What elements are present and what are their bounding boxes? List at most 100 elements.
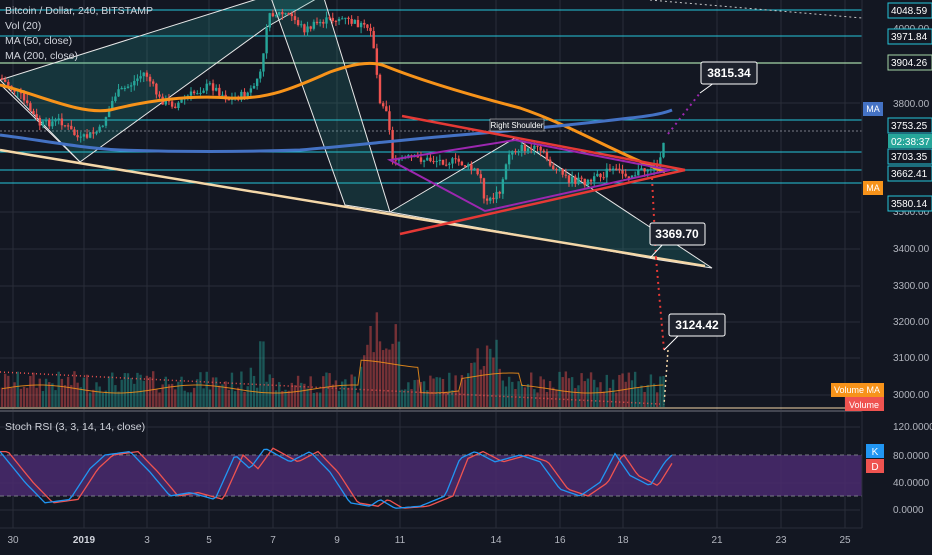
candle-body [618, 168, 621, 171]
triangle-patterns [0, 0, 713, 269]
candle-body [589, 179, 593, 182]
volume-bar [41, 391, 45, 407]
candle-body [89, 132, 92, 138]
volume-bar [35, 387, 38, 407]
candle-body [583, 178, 586, 186]
rsi-tick-0: 0.0000 [893, 505, 924, 516]
indicator-ma200[interactable]: MA (200, close) [5, 50, 78, 62]
time-tick-14: 14 [490, 535, 502, 546]
volume-bar [29, 375, 32, 407]
volume-bar [397, 341, 401, 407]
volume-bar [652, 383, 656, 407]
candle-body [309, 26, 312, 29]
indicator-ma50[interactable]: MA (50, close) [5, 35, 73, 47]
volume-bar [460, 375, 464, 407]
candle-body [608, 168, 612, 170]
volume-bar [315, 392, 319, 407]
volume-bar [148, 377, 152, 407]
time-tick-16: 16 [554, 535, 566, 546]
rsi-band [0, 455, 862, 496]
volume-bar [312, 392, 316, 407]
stoch-rsi-pane [0, 447, 862, 509]
volume-bar [618, 374, 621, 407]
candle-body [79, 136, 82, 138]
volume-bar [306, 388, 309, 407]
volume-bar [243, 391, 246, 407]
diamond-pattern [386, 138, 671, 213]
ma200-line [0, 108, 673, 153]
candle-body [123, 87, 127, 89]
candle-body [564, 174, 568, 176]
candle-body [517, 150, 520, 152]
candle-body [38, 117, 41, 126]
volume-bar [482, 366, 486, 407]
badge-3971: 3971.84 [891, 32, 928, 43]
volume-bar [435, 377, 438, 407]
callout-3815-text: 3815.34 [707, 66, 751, 80]
volume-bar [19, 388, 23, 407]
volume-bar [356, 392, 360, 407]
callout-3369: 3369.70 [649, 222, 706, 259]
candle-body [432, 161, 435, 163]
volume-bar [640, 385, 643, 407]
volume-bar [375, 312, 379, 407]
volume-bar [366, 344, 369, 407]
candle-body [507, 154, 511, 165]
candle-body [29, 103, 32, 111]
candle-body [170, 101, 174, 107]
symbol-title[interactable]: Bitcoin / Dollar, 240, BITSTAMP [5, 5, 154, 17]
badge-3580: 3580.14 [891, 199, 928, 210]
candle-body [255, 78, 259, 86]
volume-bar [255, 387, 259, 407]
volume-bar [429, 375, 432, 407]
volume-bar [145, 375, 149, 407]
volume-bar [274, 390, 278, 407]
candle-body [63, 125, 67, 127]
candle-body [35, 114, 38, 118]
volume-bar [16, 371, 19, 407]
price-axis[interactable]: 4000.00 3800.00 3500.00 3400.00 3300.00 … [831, 0, 932, 528]
candle-body [85, 134, 89, 138]
volume-bar [574, 388, 577, 407]
candle-body [596, 173, 599, 177]
candle-body [32, 110, 35, 115]
candle-body [356, 19, 360, 28]
candle-body [441, 159, 445, 165]
volume-bar [233, 391, 237, 407]
volume-bar [507, 376, 511, 407]
candle-body [561, 169, 564, 175]
volume-bar [117, 391, 120, 407]
time-axis[interactable]: 30 2019 3 5 7 9 11 14 16 18 21 23 25 [0, 527, 932, 550]
volume-bar [278, 382, 281, 407]
candle-body [133, 80, 136, 86]
volume-bar [237, 387, 240, 407]
candle-body [114, 96, 117, 102]
rsi-legend[interactable]: Stoch RSI (3, 3, 14, 14, close) [5, 421, 146, 433]
candle-body [218, 87, 221, 96]
volume-bar [567, 378, 571, 407]
candle-body [649, 169, 653, 171]
volume-bar [501, 380, 505, 407]
candle-body [101, 125, 104, 127]
volume-bar [82, 377, 86, 407]
candle-body [574, 176, 577, 184]
volume-bar [530, 372, 533, 407]
candle-body [155, 83, 158, 95]
candle-body [640, 168, 643, 170]
candle-body [627, 176, 631, 179]
candle-body [331, 17, 334, 21]
candle-body [196, 93, 199, 95]
candle-body [448, 163, 451, 165]
candle-body [262, 53, 265, 72]
volume-bar [545, 391, 549, 407]
candle-body [385, 106, 388, 112]
volume-bar [517, 381, 520, 407]
candle-body [372, 31, 375, 49]
candle-body [426, 157, 429, 161]
candle-body [435, 161, 438, 163]
candle-body [73, 129, 76, 136]
badge-3904: 3904.26 [891, 58, 928, 69]
volume-bar [463, 379, 467, 407]
indicator-volume[interactable]: Vol (20) [5, 20, 42, 32]
